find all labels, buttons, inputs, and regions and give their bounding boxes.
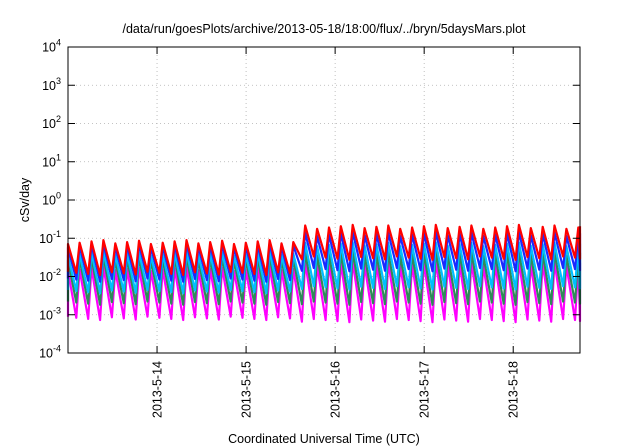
chart-title: /data/run/goesPlots/archive/2013-05-18/1… [122, 22, 526, 36]
x-tick-label: 2013-5-18 [507, 361, 521, 418]
x-tick-label: 2013-5-17 [418, 361, 432, 418]
series-lines [66, 223, 582, 324]
y-tick-label: 102 [42, 114, 61, 131]
y-tick-label: 101 [42, 152, 61, 169]
y-tick-label: 104 [42, 38, 61, 55]
axis-ticks: 10-4 10-3 10-2 10-1 100 101 102 103 104 2013-5-14… [39, 38, 580, 418]
y-axis-label: cSv/day [18, 177, 32, 222]
y-tick-label: 10-4 [39, 344, 61, 361]
x-tick-label: 2013-5-16 [329, 361, 343, 418]
y-tick-label: 10-2 [39, 267, 61, 284]
x-tick-label: 2013-5-15 [240, 361, 254, 418]
y-tick-label: 10-3 [39, 305, 61, 322]
x-tick-label: 2013-5-14 [151, 361, 165, 418]
series-line [66, 223, 582, 277]
y-tick-label: 103 [42, 76, 61, 93]
y-tick-label: 100 [42, 191, 61, 208]
x-axis-label: Coordinated Universal Time (UTC) [228, 432, 420, 446]
y-tick-label: 10-1 [39, 229, 61, 246]
